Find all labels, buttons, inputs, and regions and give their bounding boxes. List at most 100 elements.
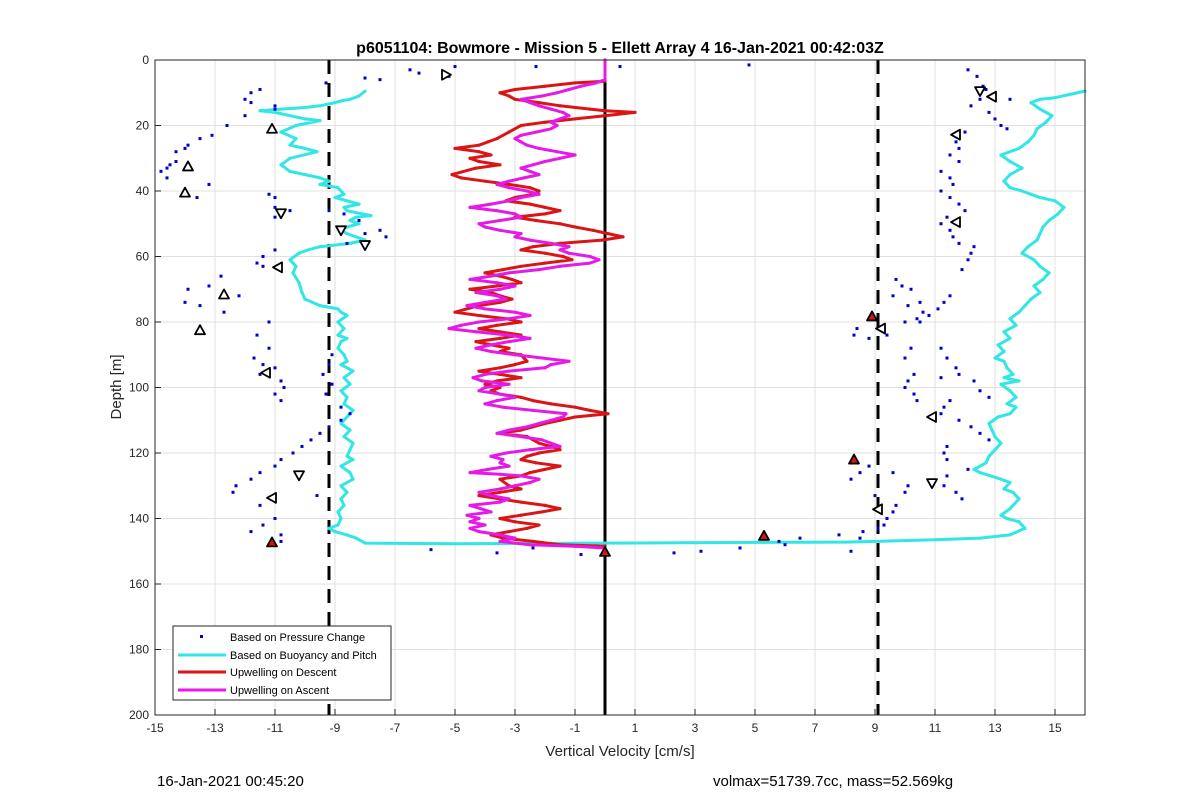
buoyancy-series-point xyxy=(999,153,1003,157)
ascent-series-point xyxy=(519,474,523,478)
buoyancy-series-point xyxy=(1002,487,1006,491)
ascent-series-point xyxy=(522,176,526,180)
buoyancy-series-point xyxy=(345,395,349,399)
buoyancy-series-point xyxy=(993,448,997,452)
buoyancy-series-point xyxy=(279,130,283,134)
descent-series-point xyxy=(498,336,502,340)
x-tick-label: 11 xyxy=(929,721,942,735)
descent-series-point xyxy=(477,159,481,164)
buoyancy-series-point xyxy=(303,146,307,151)
y-axis-label: Depth [m] xyxy=(108,354,125,419)
ascent-series-point xyxy=(498,500,502,504)
ascent-series-point xyxy=(495,281,499,285)
buoyancy-series-point xyxy=(348,97,352,101)
pressure-point xyxy=(225,124,229,127)
ascent-series-point xyxy=(537,421,541,426)
ascent-series-point xyxy=(588,254,592,259)
ascent-series-point xyxy=(549,441,553,445)
pressure-point xyxy=(969,425,973,429)
pressure-point xyxy=(960,268,964,272)
ascent-series-point xyxy=(558,117,562,121)
buoyancy-series-point xyxy=(294,137,298,141)
pressure-point xyxy=(357,218,361,222)
descent-series-point xyxy=(519,487,523,491)
buoyancy-series-point xyxy=(342,192,346,196)
descent-series-point xyxy=(534,218,538,223)
ascent-series-point xyxy=(507,464,511,468)
descent-series-point xyxy=(474,166,478,170)
buoyancy-series-point xyxy=(360,212,364,216)
buoyancy-series-point xyxy=(1029,297,1033,301)
pressure-point xyxy=(963,130,967,134)
descent-series-point xyxy=(468,287,472,291)
ascent-series-point xyxy=(519,140,523,144)
descent-series-point xyxy=(561,254,565,259)
buoyancy-series-point xyxy=(1056,212,1060,216)
buoyancy-series-point xyxy=(348,382,352,386)
x-tick-label: 3 xyxy=(692,721,699,735)
descent-series-point xyxy=(621,235,625,239)
descent-series-point xyxy=(483,179,487,183)
buoyancy-series-point xyxy=(996,415,1000,419)
ascent-series-point xyxy=(528,448,532,452)
ascent-series-point xyxy=(525,425,529,429)
buoyancy-series-point xyxy=(1041,225,1045,229)
buoyancy-series-point xyxy=(336,510,340,514)
buoyancy-series-point xyxy=(1053,96,1057,100)
ascent-series-point xyxy=(537,477,541,481)
buoyancy-series-point xyxy=(1026,140,1030,144)
pressure-point xyxy=(174,160,178,164)
y-tick-label: 80 xyxy=(136,315,150,329)
ascent-series-point xyxy=(468,520,472,524)
pressure-point xyxy=(927,313,931,317)
ascent-series-point xyxy=(507,497,511,501)
pressure-point xyxy=(267,192,271,196)
pressure-point xyxy=(909,287,913,291)
pressure-point xyxy=(945,444,949,448)
ascent-series-point xyxy=(474,290,478,295)
pressure-point xyxy=(948,176,952,180)
pressure-point xyxy=(969,251,973,255)
pressure-point xyxy=(300,444,304,448)
pressure-point xyxy=(198,304,202,308)
y-tick-label: 100 xyxy=(129,381,149,395)
pressure-point xyxy=(891,294,895,298)
ascent-series-point xyxy=(483,372,487,376)
pressure-point xyxy=(219,274,223,278)
buoyancy-series-point xyxy=(999,441,1003,445)
buoyancy-series-point xyxy=(1035,127,1039,131)
descent-series-point xyxy=(525,526,529,530)
pressure-point xyxy=(900,284,904,288)
pressure-point xyxy=(531,546,535,550)
pressure-point xyxy=(918,300,922,304)
pressure-point xyxy=(978,97,982,101)
buoyancy-series-point xyxy=(1002,330,1006,334)
ascent-series-point xyxy=(489,510,493,514)
ascent-series-point xyxy=(567,359,571,363)
triangle-marker xyxy=(266,536,278,548)
x-tick-label: 13 xyxy=(988,721,1002,735)
buoyancy-series-point xyxy=(303,173,307,177)
buoyancy-series-point xyxy=(1008,412,1012,416)
ascent-series-point xyxy=(555,150,559,154)
ascent-series-point xyxy=(474,330,478,334)
descent-series-point xyxy=(573,405,577,409)
pressure-point xyxy=(903,320,907,324)
pressure-point xyxy=(903,386,907,389)
ascent-series-point xyxy=(489,343,493,347)
legend-box xyxy=(172,625,392,701)
ascent-series-point xyxy=(549,127,553,131)
ascent-series-point xyxy=(555,91,559,95)
pressure-point xyxy=(906,484,910,488)
ascent-series-point xyxy=(507,317,511,321)
pressure-point xyxy=(936,307,940,311)
pressure-point xyxy=(906,304,910,308)
pressure-point xyxy=(939,376,943,380)
buoyancy-series-point xyxy=(342,376,346,380)
triangle-marker xyxy=(875,322,886,335)
descent-series-point xyxy=(588,408,592,413)
pressure-point xyxy=(261,523,265,527)
descent-series-line xyxy=(450,79,637,548)
ascent-series-point xyxy=(540,438,544,442)
buoyancy-series-point xyxy=(336,333,340,337)
